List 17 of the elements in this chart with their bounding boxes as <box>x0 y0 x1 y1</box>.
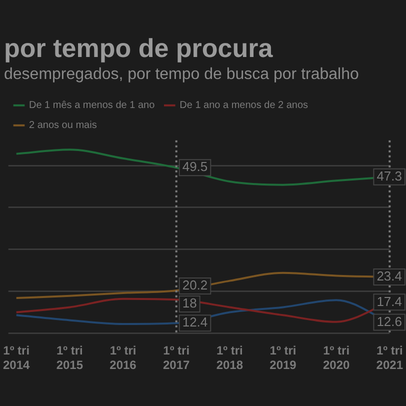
x-tick-label: 1º tri 2020 <box>322 344 350 372</box>
data-label: 20.2 <box>182 278 208 293</box>
legend-label: De 1 mês a menos de 1 ano <box>29 100 156 112</box>
x-tick-label: 1º tri 2016 <box>110 344 137 372</box>
x-tick-label: 1º tri 2021 <box>376 344 404 372</box>
legend-label: De 1 ano a menos de 2 anos <box>180 100 308 112</box>
x-tick-label: 1º tri 2017 <box>162 344 190 372</box>
chart-title: por tempo de procura <box>4 32 274 63</box>
x-tick-label: 1º tri 2019 <box>270 344 297 372</box>
x-tick-label: 1º tri 2015 <box>56 344 84 372</box>
x-tick-label: 1º tri 2018 <box>216 344 244 372</box>
data-label: 12.4 <box>182 314 208 330</box>
data-label: 49.5 <box>182 159 208 174</box>
legend-label: 2 anos ou mais <box>29 120 97 132</box>
x-tick-label: 1º tri 2014 <box>2 344 30 372</box>
chart-subtitle: desempregados, por tempo de busca por trabalho <box>4 66 359 84</box>
data-label: 18 <box>182 296 197 311</box>
